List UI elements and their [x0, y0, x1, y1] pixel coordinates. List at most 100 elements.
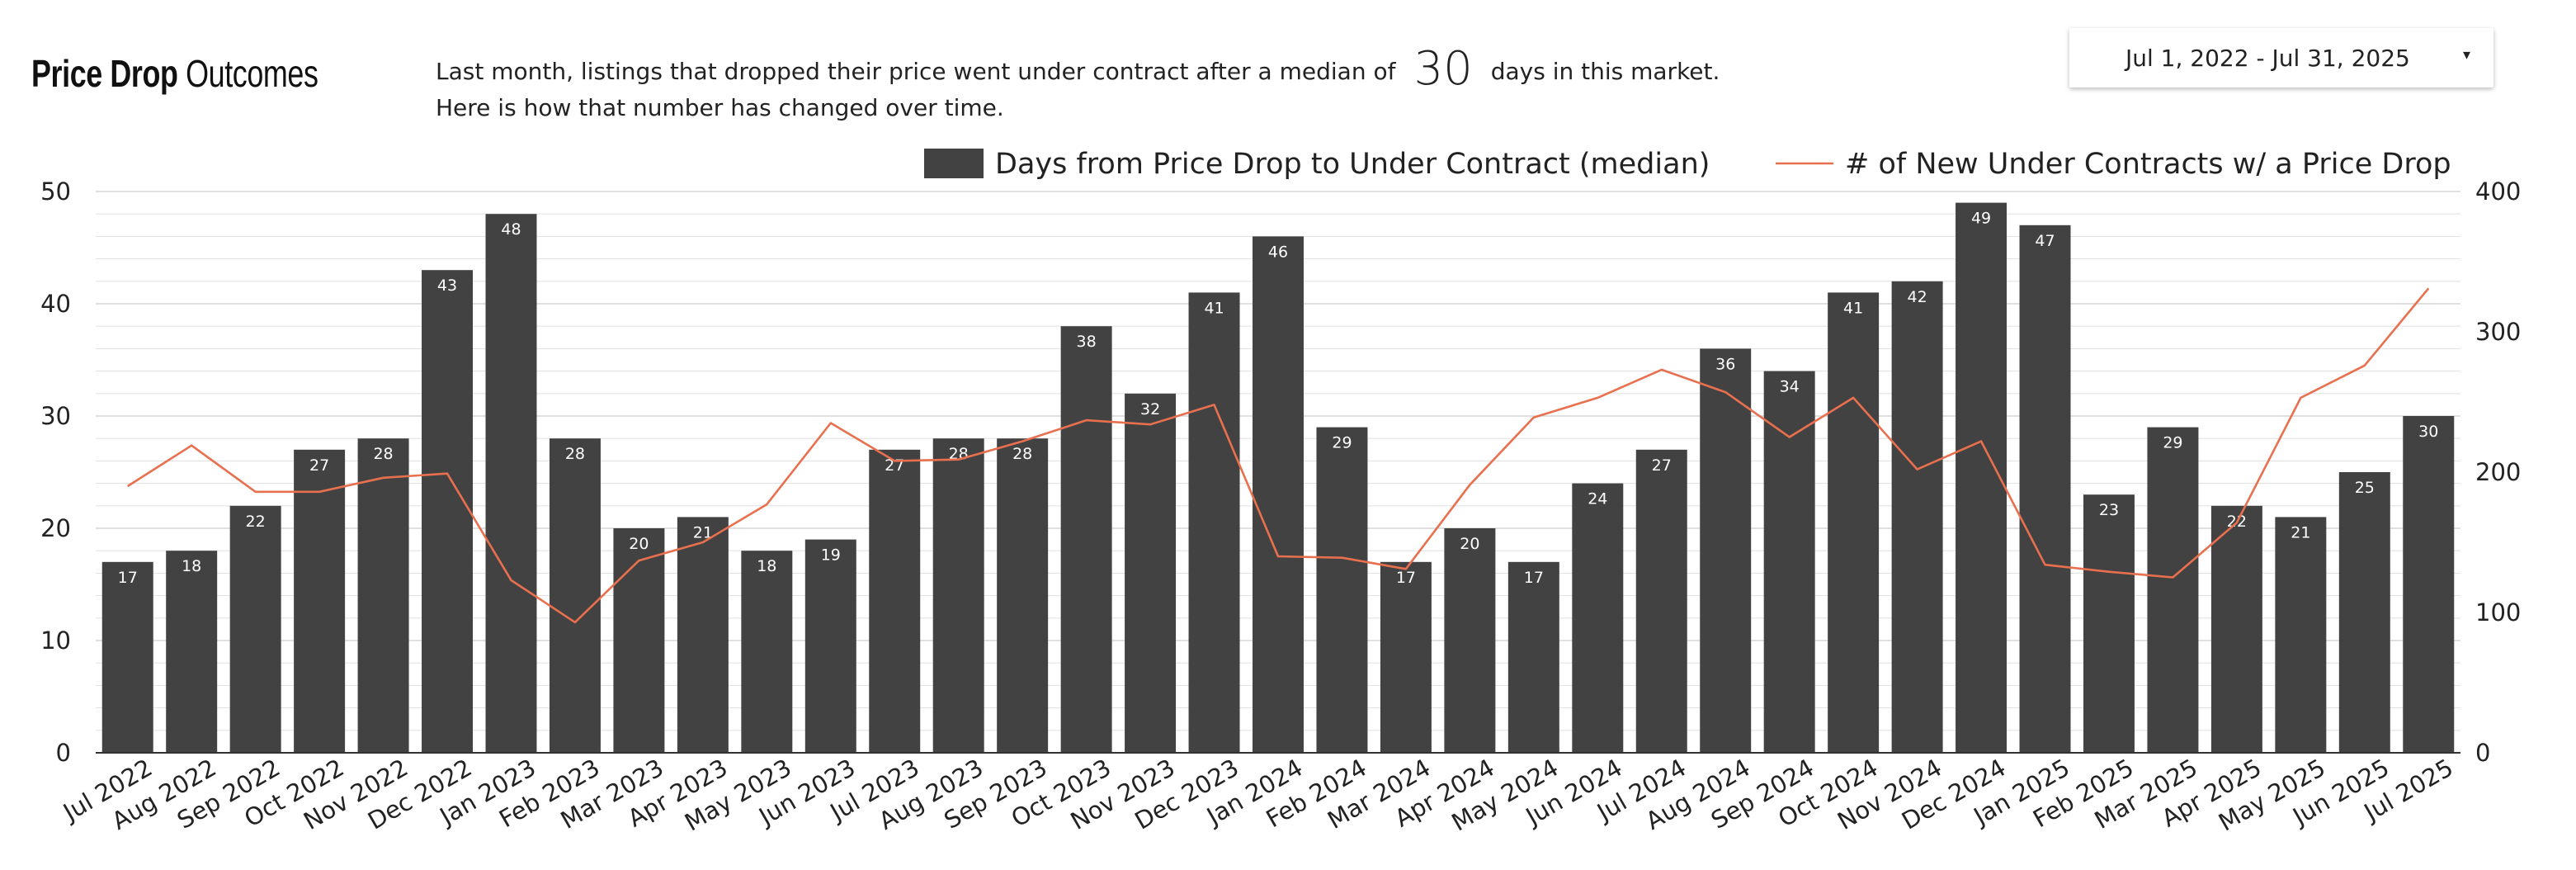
bar-data-label: 23 — [2099, 501, 2119, 519]
bar — [1700, 348, 1752, 753]
bar — [2275, 517, 2327, 753]
legend-bar-label: Days from Price Drop to Under Contract (… — [995, 148, 1710, 181]
description-line-1: Last month, listings that dropped their … — [436, 46, 1720, 92]
bar-data-label: 28 — [373, 445, 393, 463]
bar-data-label: 48 — [501, 220, 521, 239]
bar — [1316, 427, 1368, 753]
bar — [804, 539, 856, 753]
bar — [166, 551, 218, 753]
bar — [549, 438, 601, 753]
bar-data-label: 49 — [1971, 210, 1991, 228]
y-right-tick-label: 300 — [2475, 318, 2521, 346]
bar-data-label: 27 — [885, 456, 904, 475]
bar — [1507, 561, 1559, 753]
y-left-tick-label: 0 — [56, 739, 71, 767]
median-days-value: 30 — [1413, 42, 1473, 96]
bar-data-label: 30 — [2418, 423, 2438, 441]
bar — [1763, 371, 1815, 753]
bar — [869, 449, 921, 753]
y-right-tick-label: 100 — [2475, 598, 2521, 626]
y-right-tick-label: 0 — [2475, 739, 2490, 767]
y-left-tick-label: 30 — [40, 402, 71, 430]
legend: Days from Price Drop to Under Contract (… — [924, 148, 2451, 181]
bar-data-label: 38 — [1077, 333, 1097, 351]
title-rest: Outcomes — [186, 52, 318, 95]
chart-description: Last month, listings that dropped their … — [436, 46, 1720, 126]
bar — [613, 528, 665, 753]
bar — [1444, 528, 1496, 753]
description-after: days in this market. — [1490, 58, 1720, 85]
bar-data-label: 46 — [1268, 243, 1288, 261]
bar-data-label: 21 — [693, 523, 713, 541]
bar — [357, 438, 409, 753]
bar-data-label: 29 — [1332, 434, 1352, 452]
bar — [1635, 449, 1687, 753]
bar — [294, 449, 346, 753]
bar-data-label: 17 — [118, 569, 138, 587]
bar — [2210, 505, 2262, 753]
bar-data-label: 47 — [2035, 232, 2055, 250]
bar — [1253, 236, 1304, 753]
bar — [2083, 494, 2135, 753]
bar — [2019, 225, 2071, 753]
bar — [2338, 472, 2390, 753]
y-right-tick-label: 400 — [2475, 177, 2521, 206]
bar-data-label: 42 — [1908, 288, 1927, 306]
bar-data-label: 17 — [1396, 569, 1416, 587]
bar — [1956, 202, 2007, 754]
bar — [1380, 561, 1432, 753]
bar-data-label: 41 — [1843, 299, 1863, 317]
page-title: Price Drop Outcomes — [31, 51, 318, 96]
bar — [1891, 281, 1943, 753]
date-range-label: Jul 1, 2022 - Jul 31, 2025 — [2125, 45, 2410, 72]
bar-data-label: 25 — [2355, 479, 2375, 497]
bar — [422, 270, 474, 753]
date-range-dropdown[interactable]: Jul 1, 2022 - Jul 31, 2025 ▾ — [2069, 28, 2493, 87]
y-left-tick-label: 10 — [40, 626, 71, 655]
bar-data-label: 17 — [1524, 569, 1544, 587]
bar — [2147, 427, 2199, 753]
bar — [1060, 326, 1112, 753]
description-line-2: Here is how that number has changed over… — [436, 94, 1004, 121]
bar-data-label: 18 — [182, 557, 201, 575]
bar — [997, 438, 1049, 753]
bar-data-label: 29 — [2163, 434, 2182, 452]
bar-data-label: 22 — [246, 513, 266, 531]
bar — [932, 438, 984, 753]
line-series — [127, 287, 2430, 624]
title-bold: Price Drop — [31, 52, 178, 95]
bar-data-label: 20 — [1460, 535, 1479, 553]
bar — [1572, 483, 1624, 753]
legend-line-label: # of New Under Contracts w/ a Price Drop — [1845, 148, 2451, 181]
bar-data-label: 32 — [1140, 400, 1160, 418]
bar — [1828, 292, 1880, 753]
bar-data-label: 41 — [1204, 299, 1224, 317]
bar — [741, 551, 793, 753]
chevron-down-icon: ▾ — [2462, 46, 2470, 64]
bar-data-label: 27 — [309, 456, 329, 475]
y-left-tick-label: 40 — [40, 290, 71, 318]
bar-data-label: 27 — [1652, 456, 1672, 475]
bar-data-label: 18 — [757, 557, 776, 575]
bar-data-label: 19 — [821, 546, 841, 565]
bar — [2403, 416, 2455, 753]
bar — [1125, 393, 1177, 753]
bar-data-label: 34 — [1780, 378, 1800, 396]
bar — [1188, 292, 1240, 753]
bar — [229, 505, 281, 753]
bar-data-label: 24 — [1588, 490, 1607, 508]
y-left-tick-label: 50 — [40, 177, 71, 206]
bar-data-label: 28 — [565, 445, 585, 463]
bar — [677, 517, 729, 753]
bar-data-label: 28 — [1012, 445, 1032, 463]
legend-bar-swatch — [924, 149, 984, 178]
bar-data-label: 36 — [1715, 355, 1735, 373]
description-before: Last month, listings that dropped their … — [436, 58, 1396, 85]
y-right-tick-label: 200 — [2475, 458, 2521, 486]
bar-data-label: 21 — [2291, 523, 2310, 541]
bar — [485, 214, 537, 753]
bar-data-label: 43 — [437, 277, 457, 295]
y-left-tick-label: 20 — [40, 514, 71, 542]
